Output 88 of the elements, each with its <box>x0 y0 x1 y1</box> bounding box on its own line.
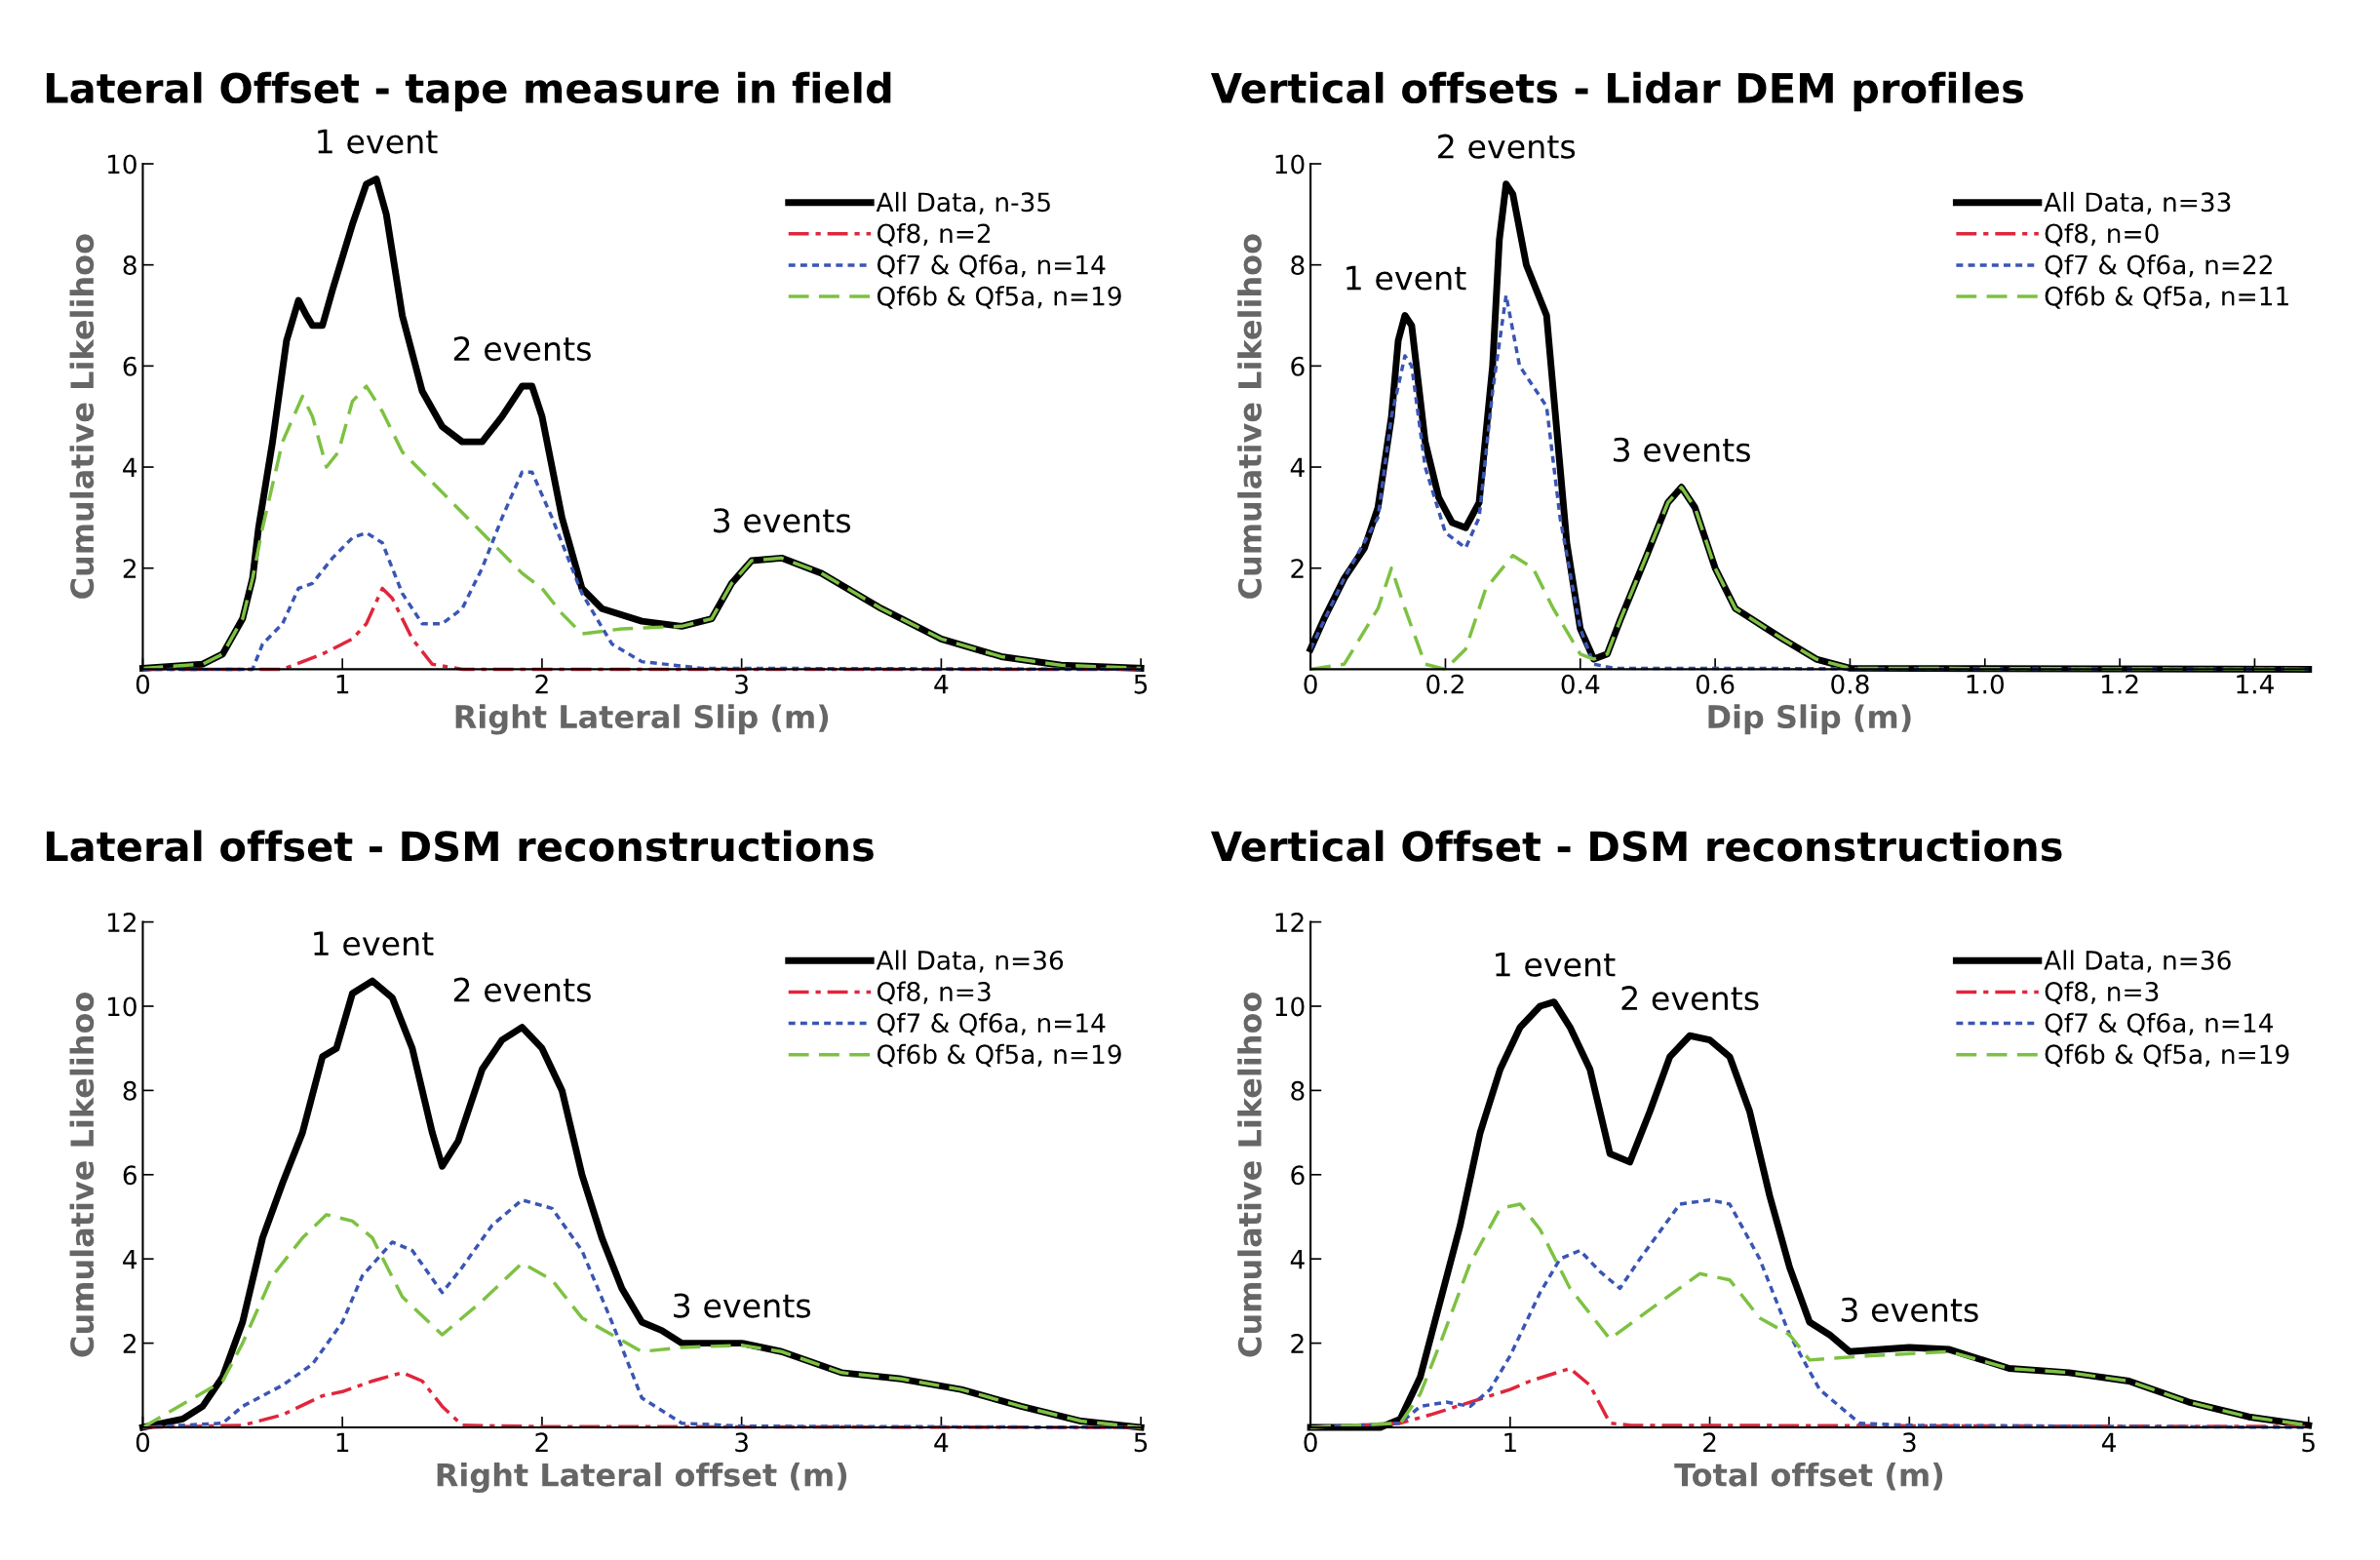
y-tick-label: 4 <box>123 1249 137 1269</box>
x-tick-label: 3 <box>1902 1432 1916 1453</box>
y-tick-label: 8 <box>1291 1080 1305 1101</box>
annotation: 1 event <box>318 129 438 154</box>
x-tick-label: 0 <box>136 674 150 694</box>
x-tick-label: 0.6 <box>1696 674 1735 694</box>
legend-label: All Data, n=36 <box>876 950 1064 973</box>
y-tick-label: 8 <box>123 255 137 276</box>
chart-title: Lateral offset - DSM reconstructions <box>46 830 874 862</box>
x-tick-label: 2 <box>535 674 548 694</box>
x-tick-label: 5 <box>1134 1432 1148 1453</box>
x-tick-label: 1.2 <box>2102 674 2138 694</box>
annotation: 3 events <box>1614 437 1750 462</box>
annotation: 1 event <box>314 931 434 956</box>
x-axis-title: Right Lateral offset (m) <box>437 1462 847 1494</box>
y-tick-label: 4 <box>123 457 137 478</box>
legend-label: Qf8, n=2 <box>877 222 991 247</box>
annotation: 3 events <box>674 1293 811 1318</box>
x-tick-label: 3 <box>735 1432 748 1453</box>
y-tick-label: 6 <box>1291 1165 1305 1186</box>
legend-label: Qf8, n=0 <box>2045 222 2159 247</box>
x-tick-label: 1 <box>336 1432 349 1452</box>
y-axis-title: Cumulative Likelihoo <box>69 992 95 1357</box>
annotation: 2 events <box>1438 134 1576 159</box>
x-tick-label: 1 <box>1504 1432 1516 1452</box>
annotation: 3 events <box>1841 1297 1978 1323</box>
y-tick-label: 12 <box>107 913 136 932</box>
annotation: 1 event <box>1496 953 1616 977</box>
x-tick-label: 3 <box>735 674 748 694</box>
x-tick-label: 2 <box>535 1432 548 1452</box>
x-tick-label: 0.2 <box>1426 674 1463 694</box>
legend-label: All Data, n=36 <box>2044 950 2231 973</box>
y-tick-label: 10 <box>107 154 137 175</box>
legend-label: Qf6b & Qf5a, n=19 <box>2045 1043 2289 1068</box>
x-tick-label: 5 <box>2302 1432 2315 1453</box>
annotation: 3 events <box>714 508 851 533</box>
annotation: 1 event <box>1346 265 1466 291</box>
x-axis-title: Total offset (m) <box>1674 1462 1943 1491</box>
y-tick-label: 2 <box>123 559 136 578</box>
y-tick-label: 4 <box>1290 457 1305 478</box>
x-tick-label: 0 <box>1304 1432 1317 1453</box>
chart-title: Lateral Offset - tape measure in field <box>46 71 891 112</box>
x-tick-label: 1 <box>336 675 349 694</box>
y-tick-label: 6 <box>123 1165 137 1186</box>
x-tick-label: 4 <box>934 1432 949 1452</box>
x-tick-label: 0 <box>1304 674 1317 694</box>
y-tick-label: 12 <box>1275 913 1304 932</box>
annotation: 2 events <box>1621 986 1759 1011</box>
legend-label: Qf8, n=3 <box>2045 981 2159 1005</box>
legend-label: Qf8, n=3 <box>877 981 991 1005</box>
legend-label: Qf6b & Qf5a, n=11 <box>2045 286 2288 309</box>
y-tick-label: 8 <box>123 1080 137 1101</box>
legend-label: All Data, n=33 <box>2044 191 2231 214</box>
x-tick-label: 4 <box>2101 1432 2116 1452</box>
y-axis-title: Cumulative Likelihoo <box>1237 992 1262 1357</box>
y-axis-title: Cumulative Likelihoo <box>1237 234 1262 599</box>
y-tick-label: 8 <box>1291 255 1305 276</box>
y-tick-label: 2 <box>123 1334 136 1353</box>
x-tick-label: 1.4 <box>2237 675 2274 694</box>
x-axis-title: Dip Slip (m) <box>1708 704 1911 735</box>
x-axis-title: Right Lateral Slip (m) <box>455 704 829 735</box>
y-tick-label: 2 <box>1291 559 1304 578</box>
y-tick-label: 4 <box>1290 1249 1305 1269</box>
legend-label: Qf7 & Qf6a, n=14 <box>877 254 1106 278</box>
annotation: 2 events <box>453 977 591 1002</box>
x-tick-label: 0 <box>136 1432 150 1453</box>
y-tick-label: 2 <box>1291 1334 1304 1353</box>
x-tick-label: 0.4 <box>1561 674 1600 694</box>
y-tick-label: 10 <box>1275 996 1305 1017</box>
y-tick-label: 6 <box>1291 356 1305 376</box>
chart-title: Vertical Offset - DSM reconstructions <box>1210 830 2062 862</box>
x-tick-label: 2 <box>1703 1432 1716 1452</box>
legend-label: Qf7 & Qf6a, n=14 <box>877 1012 1106 1036</box>
legend-label: Qf6b & Qf5a, n=19 <box>877 1043 1121 1068</box>
x-tick-label: 1.0 <box>1967 674 2005 694</box>
legend-label: All Data, n-35 <box>876 191 1050 214</box>
legend-label: Qf6b & Qf5a, n=19 <box>877 286 1121 309</box>
x-tick-label: 5 <box>1134 675 1148 694</box>
y-axis-title: Cumulative Likelihoo <box>69 234 95 599</box>
y-tick-label: 6 <box>123 356 137 376</box>
x-tick-label: 0.8 <box>1831 674 1869 694</box>
legend-label: Qf7 & Qf6a, n=14 <box>2045 1012 2274 1036</box>
y-tick-label: 10 <box>1275 154 1305 175</box>
x-tick-label: 4 <box>934 675 949 694</box>
chart-title: Vertical offsets - Lidar DEM profiles <box>1210 71 2023 112</box>
annotation: 2 events <box>453 335 591 362</box>
y-tick-label: 10 <box>107 996 137 1017</box>
legend-label: Qf7 & Qf6a, n=22 <box>2045 254 2272 278</box>
